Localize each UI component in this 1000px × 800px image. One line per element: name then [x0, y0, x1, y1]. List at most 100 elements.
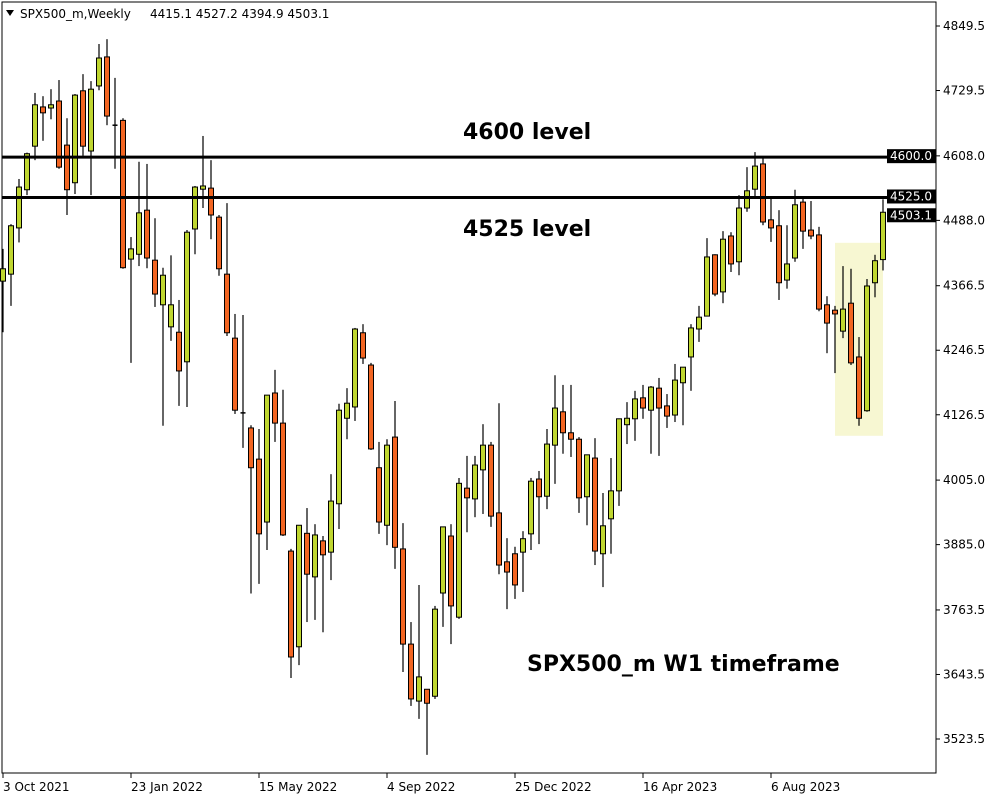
candle [280, 389, 286, 537]
candle [256, 429, 262, 584]
candle-body-bear [816, 234, 822, 310]
candle [128, 237, 134, 363]
candle-body-bull [16, 186, 22, 229]
candle-body-bull [328, 500, 334, 553]
candle-body-bull [584, 454, 590, 498]
candle [744, 167, 750, 212]
candle [384, 439, 390, 546]
candle [760, 158, 766, 226]
candle-body-bull [704, 256, 710, 317]
candle-body-bull [264, 394, 270, 523]
candle [464, 455, 470, 533]
triangle-down-icon[interactable] [6, 10, 14, 16]
candle [576, 437, 582, 513]
price-label-text: 4600.0 [890, 149, 932, 163]
candle-body-bear [224, 273, 230, 334]
candle [536, 470, 542, 545]
price-label-box [887, 208, 936, 223]
candle-body-bear [304, 532, 310, 575]
candle-body-bear [392, 436, 398, 548]
candle [728, 232, 734, 273]
candle [712, 254, 718, 297]
candle [264, 394, 270, 550]
candle-body-bear [320, 540, 326, 556]
candle-body-bull [648, 386, 654, 411]
candle [312, 524, 318, 620]
candle [600, 492, 606, 588]
candle-body-bull [0, 268, 6, 282]
candle-body-bear [504, 561, 510, 573]
candle [560, 384, 566, 454]
candle [792, 189, 798, 262]
candle [360, 324, 366, 364]
x-tick-label: 15 May 2022 [259, 780, 337, 794]
candle [568, 384, 574, 457]
candle-body-bear [232, 337, 238, 411]
candle [520, 531, 526, 592]
candle [584, 454, 590, 526]
candle-body-bull [128, 248, 134, 260]
candle [80, 74, 86, 156]
candle-body-bear [360, 332, 366, 359]
y-tick-label: 4005.0 [943, 473, 985, 487]
y-tick-label: 4126.5 [943, 408, 985, 422]
candle-body-bull [744, 190, 750, 209]
x-tick-label: 23 Jan 2022 [131, 780, 203, 794]
candle [824, 296, 830, 354]
price-label-box [887, 149, 936, 164]
y-tick-label: 3643.5 [943, 667, 985, 681]
candle [680, 366, 686, 426]
x-tick-label: 4 Sep 2022 [387, 780, 455, 794]
candle-body-bull [720, 238, 726, 293]
candle-body-bull [880, 211, 886, 261]
candle-body-bull [544, 443, 550, 497]
candle-body-bear [728, 235, 734, 265]
candle-body-bull [96, 57, 102, 87]
candle [152, 218, 158, 307]
candle-body-bear [760, 163, 766, 223]
candle-body-bull [160, 274, 166, 306]
candle [320, 536, 326, 633]
candle [512, 546, 518, 599]
candle-body-bear [832, 309, 838, 315]
candle [72, 94, 78, 195]
candle-body-bull [752, 165, 758, 190]
annotation-4600-level: 4600 level [463, 120, 591, 145]
candle [368, 362, 374, 450]
candle [432, 605, 438, 699]
candle [96, 44, 102, 91]
annotation-timeframe: SPX500_m W1 timeframe [527, 652, 840, 677]
candle [784, 225, 790, 289]
y-tick-label: 3523.5 [943, 732, 985, 746]
chart-header[interactable]: SPX500_m,Weekly 4415.1 4527.2 4394.9 450… [6, 7, 329, 21]
candle [616, 418, 622, 506]
candle-body-bull [312, 534, 318, 578]
candle [504, 538, 510, 610]
candle-body-bull [192, 186, 198, 230]
level-price-label: 4600.0 [887, 149, 936, 164]
candle-body-bull [784, 263, 790, 281]
candle [136, 161, 142, 267]
candle [216, 215, 222, 276]
candle-body-bull [184, 231, 190, 363]
candle [184, 230, 190, 407]
candle [664, 394, 670, 428]
candle-body-bear [144, 209, 150, 259]
y-tick-label: 4729.5 [943, 84, 985, 98]
candle [272, 369, 278, 442]
candle-body-bull [616, 418, 622, 492]
candle [688, 324, 694, 391]
candle-body-bull [24, 153, 30, 191]
candle-body-bull [200, 185, 206, 190]
candle [832, 305, 838, 374]
candle [8, 224, 14, 306]
candle-body-bull [632, 398, 638, 420]
candle-body-bear [664, 405, 670, 417]
candle-body-bull [168, 304, 174, 328]
candle [496, 403, 502, 575]
candle-body-bull [792, 204, 798, 259]
candle-body-bear [776, 225, 782, 284]
candle [104, 39, 110, 126]
candle [24, 152, 30, 196]
